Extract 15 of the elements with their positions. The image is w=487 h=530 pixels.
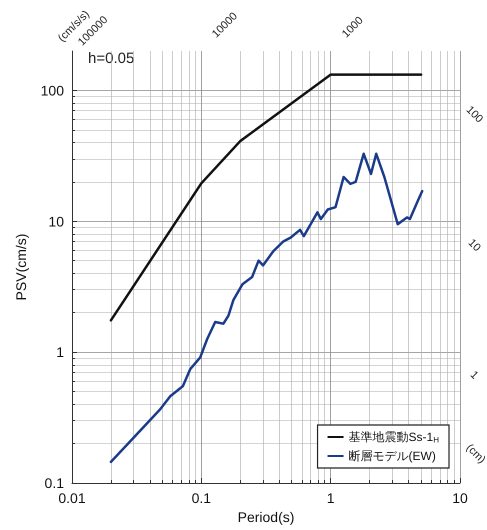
- y-axis-title: PSV(cm/s): [13, 234, 29, 300]
- y-tick-label: 0.1: [44, 475, 64, 491]
- x-tick-label: 0.01: [58, 490, 86, 506]
- annotation: h=0.05: [88, 50, 134, 67]
- text: 100: [464, 104, 486, 126]
- y-tick-label: 1: [56, 344, 64, 360]
- y-tick-label: 10: [48, 213, 64, 230]
- y-tick-label: 100: [40, 82, 64, 98]
- text: 1: [468, 368, 480, 382]
- x-tick-label: 1: [326, 490, 335, 506]
- legend-label: 断層モデル(EW): [348, 449, 436, 463]
- x-tick-label: 10: [452, 490, 468, 506]
- text: 10: [466, 236, 483, 254]
- x-axis-title: Period(s): [238, 508, 294, 525]
- x-tick-label: 0.1: [192, 490, 212, 506]
